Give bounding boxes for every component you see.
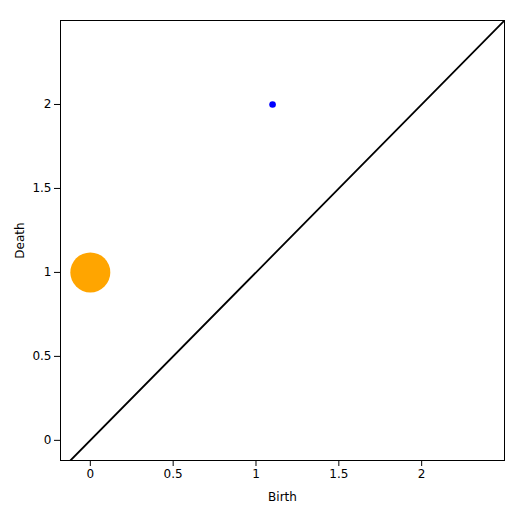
svg-text:0: 0 [87, 467, 95, 481]
svg-text:2: 2 [418, 467, 426, 481]
svg-text:1: 1 [44, 265, 52, 279]
svg-text:1.5: 1.5 [32, 181, 51, 195]
svg-text:2: 2 [44, 97, 52, 111]
svg-text:1: 1 [252, 467, 260, 481]
svg-text:Birth: Birth [268, 490, 297, 504]
svg-text:0: 0 [44, 433, 52, 447]
svg-text:0.5: 0.5 [164, 467, 183, 481]
svg-text:Death: Death [13, 222, 27, 258]
svg-text:0.5: 0.5 [32, 349, 51, 363]
svg-text:1.5: 1.5 [329, 467, 348, 481]
